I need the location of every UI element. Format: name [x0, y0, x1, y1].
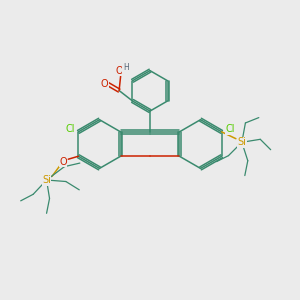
Text: Cl: Cl — [225, 124, 235, 134]
Text: Si: Si — [237, 137, 246, 147]
Text: Cl: Cl — [65, 124, 75, 134]
Text: Si: Si — [42, 175, 51, 185]
Text: H: H — [123, 64, 128, 73]
Text: O: O — [115, 66, 123, 76]
Text: O: O — [59, 157, 67, 166]
Text: O: O — [100, 79, 108, 89]
